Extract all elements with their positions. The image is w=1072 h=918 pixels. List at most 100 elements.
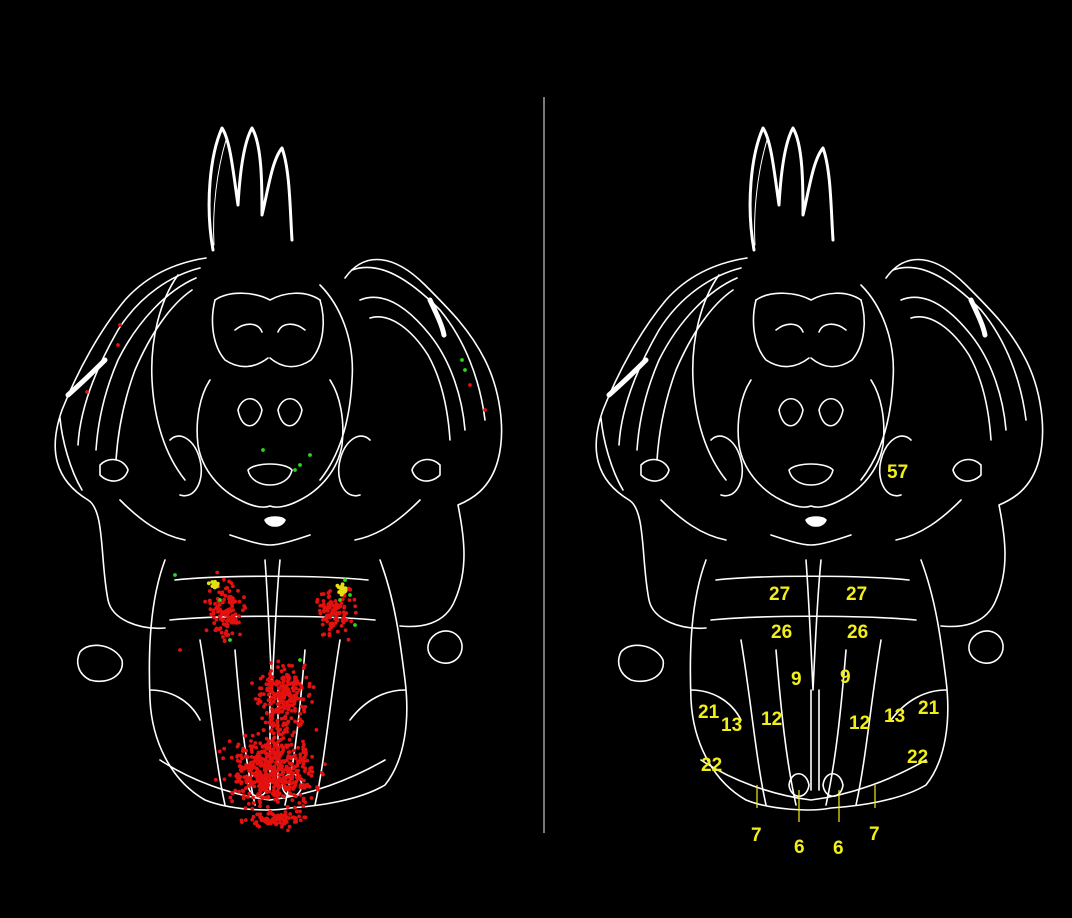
red-cell-dot xyxy=(291,748,296,753)
green-cell-dot xyxy=(308,453,312,457)
red-cell-dot xyxy=(277,766,282,770)
red-cell-dot xyxy=(316,787,320,792)
red-cell-dot xyxy=(237,599,242,604)
red-cell-dot xyxy=(276,800,280,804)
red-cell-dot xyxy=(269,811,273,816)
red-cell-dot xyxy=(299,704,304,709)
red-cell-dot xyxy=(281,780,286,784)
red-cell-dot xyxy=(305,758,310,763)
yellow-cell-dot xyxy=(338,585,343,590)
red-cell-dot xyxy=(298,785,303,790)
red-cell-dot xyxy=(251,801,256,805)
red-cell-dot xyxy=(301,739,305,744)
red-cell-dot xyxy=(222,577,226,582)
red-cell-dot xyxy=(276,659,281,664)
red-cell-dot xyxy=(222,746,227,751)
red-cell-dot xyxy=(280,700,284,705)
red-cell-dot xyxy=(287,698,292,703)
red-cell-dot xyxy=(229,615,233,620)
red-cell-dot xyxy=(252,784,257,789)
red-cell-dot xyxy=(211,608,216,613)
red-cell-dot xyxy=(264,786,269,791)
red-cell-dot xyxy=(326,591,331,595)
red-cell-dot xyxy=(260,775,264,780)
red-cell-dot xyxy=(295,691,299,695)
red-cell-dot xyxy=(298,809,302,814)
red-cell-dot xyxy=(235,744,240,749)
red-cell-dot xyxy=(260,716,264,721)
red-cell-dot xyxy=(302,742,306,747)
red-cell-dot xyxy=(330,610,334,615)
red-cell-dot xyxy=(258,741,263,746)
red-cell-dot xyxy=(116,343,120,347)
red-cell-dot xyxy=(289,709,294,713)
red-cell-dot xyxy=(248,775,253,780)
red-cell-dot xyxy=(267,698,271,703)
red-cell-dot xyxy=(342,612,347,616)
red-cell-dot xyxy=(281,664,285,668)
red-cell-dot xyxy=(227,589,232,593)
label-12-right: 12 xyxy=(849,713,870,734)
red-cell-dot xyxy=(258,782,262,786)
red-cell-dot xyxy=(283,714,288,719)
red-cell-dot xyxy=(269,759,274,764)
red-cell-dot xyxy=(288,682,293,686)
red-cell-dot xyxy=(263,720,268,725)
red-cell-dot xyxy=(207,598,212,603)
red-cell-dot xyxy=(251,760,255,765)
red-cell-dot xyxy=(258,686,262,691)
red-cell-dot xyxy=(285,701,290,705)
red-cell-dot xyxy=(327,632,332,636)
red-cell-dot xyxy=(208,607,213,612)
red-cell-dot xyxy=(227,579,232,584)
label-6-right: 6 xyxy=(833,838,844,859)
red-cell-dot xyxy=(341,620,346,625)
red-cell-dot xyxy=(296,759,300,763)
red-cell-dot xyxy=(263,767,268,771)
red-cell-dot xyxy=(321,772,325,777)
red-cell-dot xyxy=(219,612,224,617)
label-7-left: 7 xyxy=(751,825,762,846)
red-cell-dot xyxy=(307,784,312,789)
red-cell-dot xyxy=(260,795,265,800)
red-cell-dot xyxy=(217,627,222,632)
red-cell-dot xyxy=(273,821,278,826)
green-cell-dot xyxy=(298,463,302,467)
red-cell-dot xyxy=(353,604,358,609)
red-cell-dot xyxy=(222,639,227,643)
red-cell-dot xyxy=(269,722,273,727)
region-labels: 57 27 27 26 26 9 9 21 21 13 13 12 12 22 … xyxy=(698,462,940,859)
yellow-cell-dot xyxy=(215,581,220,586)
red-cell-dot xyxy=(294,769,299,773)
red-cell-dot xyxy=(284,683,289,688)
red-cell-dot xyxy=(280,767,284,772)
red-cell-dot xyxy=(256,731,261,736)
red-cell-dot xyxy=(275,789,280,794)
red-cell-dot xyxy=(286,689,291,694)
red-cell-dot xyxy=(268,766,273,770)
red-cell-dot xyxy=(284,780,289,785)
red-cell-dot xyxy=(321,632,325,637)
red-cell-dot xyxy=(215,570,220,575)
red-cell-dot xyxy=(268,751,273,756)
red-cell-dot xyxy=(219,630,224,635)
red-cell-dot xyxy=(258,760,263,765)
red-cell-dot xyxy=(290,664,294,668)
red-cell-dot xyxy=(280,709,284,714)
red-cell-dot xyxy=(266,682,271,687)
red-cell-dot xyxy=(343,628,348,633)
red-cell-dot xyxy=(251,795,255,800)
red-cell-dot xyxy=(219,592,224,597)
red-cell-dot xyxy=(266,783,271,788)
red-cell-dot xyxy=(278,784,283,789)
red-cell-dot xyxy=(246,801,251,806)
red-cell-dot xyxy=(118,323,122,327)
green-cell-dot xyxy=(173,573,177,577)
red-cell-dot xyxy=(255,793,260,797)
red-cell-dot xyxy=(221,756,226,761)
red-cell-dot xyxy=(298,752,303,757)
red-cell-dot xyxy=(302,778,306,783)
red-cell-dot xyxy=(294,819,299,824)
red-cell-dot xyxy=(245,755,250,759)
red-cell-dot xyxy=(251,815,256,819)
